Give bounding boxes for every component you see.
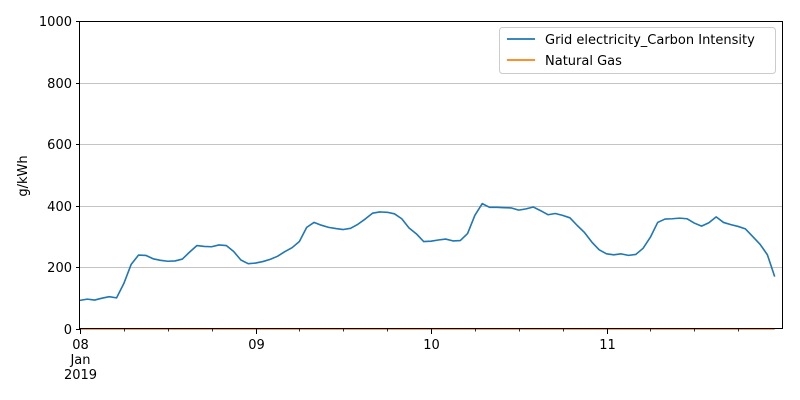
x-tick-label: 2019 (64, 368, 97, 383)
axes (79, 21, 783, 329)
y-axis-ticks: 0 200 400 600 800 1000 (39, 15, 80, 338)
legend: Grid electricity_Carbon Intensity Natura… (499, 27, 776, 74)
y-tick-label: 600 (47, 138, 72, 153)
legend-box (499, 27, 776, 74)
y-tick-label: 400 (47, 200, 72, 215)
x-tick-label: Jan (69, 353, 90, 368)
y-axis-label: g/kWh (16, 155, 31, 196)
gridlines (80, 83, 782, 268)
y-tick-label: 1000 (39, 15, 72, 30)
y-tick-label: 200 (47, 261, 72, 276)
legend-label-natural-gas: Natural Gas (545, 54, 622, 69)
plot-frame (79, 21, 783, 329)
series-line-grid-electricity (79, 202, 776, 302)
x-tick-label: 10 (423, 338, 440, 353)
x-tick-label: 08 (72, 338, 89, 353)
y-tick-label: 800 (47, 77, 72, 92)
x-tick-label: 11 (599, 338, 616, 353)
x-tick-label: 09 (248, 338, 265, 353)
y-tick-label: 0 (64, 323, 72, 338)
legend-label-grid-electricity: Grid electricity_Carbon Intensity (545, 33, 755, 48)
